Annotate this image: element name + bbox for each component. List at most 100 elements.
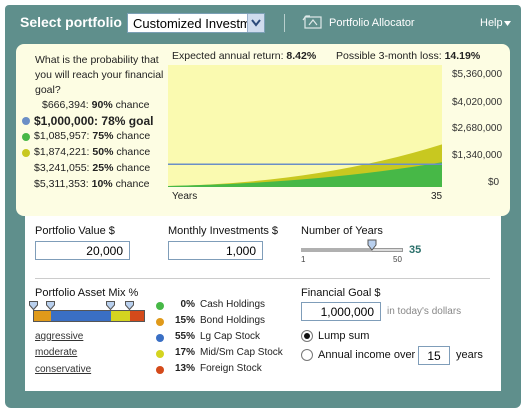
monthly-investments-input[interactable]: 1,000 bbox=[168, 241, 263, 260]
probability-suffix: chance bbox=[116, 162, 151, 174]
portfolio-allocator-link[interactable]: Portfolio Allocator bbox=[329, 17, 415, 29]
x-axis-start-label: Years bbox=[172, 191, 198, 202]
dropdown-button[interactable] bbox=[247, 14, 264, 32]
annual-income-radio[interactable] bbox=[301, 349, 313, 361]
probability-suffix: chance bbox=[115, 178, 150, 190]
expected-return-label: Expected annual return: bbox=[172, 50, 284, 62]
y-tick-label: $5,360,000 bbox=[452, 69, 503, 80]
probability-row: $3,241,055: 25% chance bbox=[22, 162, 172, 176]
asset-mix-segment bbox=[51, 311, 112, 321]
probability-pct: 78% bbox=[101, 114, 126, 128]
years-value: 35 bbox=[409, 244, 422, 256]
possible-loss-label: Possible 3-month loss: bbox=[336, 50, 442, 62]
asset-pct: 15% bbox=[175, 315, 196, 326]
probability-amount: $1,874,221: bbox=[34, 146, 90, 158]
probability-text: $666,394: 90% chance bbox=[42, 99, 149, 111]
asset-pct: 13% bbox=[175, 363, 196, 374]
probability-question: What is the probability that you will re… bbox=[35, 54, 164, 96]
x-axis-end-label: 35 bbox=[431, 191, 443, 202]
page-title: Select portfolio bbox=[20, 14, 122, 30]
chevron-down-icon[interactable] bbox=[504, 21, 511, 26]
asset-color-icon bbox=[156, 366, 164, 374]
probability-amount: $666,394: bbox=[42, 99, 89, 111]
y-tick-label: $2,680,000 bbox=[452, 123, 503, 134]
mix-handle-icon[interactable] bbox=[29, 301, 38, 310]
chart-area bbox=[168, 65, 442, 187]
probability-pct: 90% bbox=[91, 99, 113, 111]
probability-pct: 25% bbox=[92, 162, 114, 174]
years-slider-fill bbox=[301, 248, 372, 252]
probability-text: $1,874,221: 50% chance bbox=[34, 146, 150, 158]
financial-goal-input[interactable]: 1,000,000 bbox=[301, 302, 381, 321]
asset-pct: 17% bbox=[175, 347, 196, 358]
probability-suffix: chance bbox=[116, 146, 151, 158]
series-area bbox=[168, 162, 442, 187]
probability-suffix: chance bbox=[116, 130, 151, 142]
asset-color-icon bbox=[156, 334, 164, 342]
asset-pct: 55% bbox=[175, 331, 196, 342]
years-slider-thumb[interactable] bbox=[367, 239, 377, 251]
probability-amount: $5,311,353: bbox=[34, 178, 89, 190]
allocator-icon[interactable] bbox=[302, 14, 324, 30]
possible-loss: Possible 3-month loss: 14.19% bbox=[336, 50, 480, 62]
mix-handle-icon[interactable] bbox=[46, 301, 55, 310]
probability-pct: 10% bbox=[91, 178, 113, 190]
lump-sum-radio[interactable] bbox=[301, 330, 313, 342]
mix-handle-icon[interactable] bbox=[125, 301, 134, 310]
conservative-link[interactable]: conservative bbox=[35, 364, 92, 375]
top-bar: Select portfolio Customized Investment P… bbox=[5, 5, 521, 38]
series-color-icon bbox=[22, 133, 30, 141]
financial-goal-label: Financial Goal $ bbox=[301, 287, 381, 299]
y-tick-label: $1,340,000 bbox=[452, 150, 503, 161]
annual-income-suffix: years bbox=[456, 349, 483, 361]
probability-row: $1,874,221: 50% chance bbox=[22, 146, 172, 160]
y-tick-label: $0 bbox=[488, 177, 500, 188]
asset-name: Lg Cap Stock bbox=[200, 331, 261, 342]
annual-income-label: Annual income over bbox=[318, 349, 416, 361]
help-button[interactable]: Help bbox=[480, 17, 503, 29]
probability-text: $5,311,353: 10% chance bbox=[34, 178, 149, 190]
y-tick-label: $4,020,000 bbox=[452, 97, 503, 108]
possible-loss-value: 14.19% bbox=[444, 50, 481, 62]
series-color-icon bbox=[22, 117, 30, 125]
moderate-link[interactable]: moderate bbox=[35, 347, 78, 358]
asset-name: Foreign Stock bbox=[200, 363, 262, 374]
probability-row: $5,311,353: 10% chance bbox=[22, 178, 172, 192]
asset-name: Mid/Sm Cap Stock bbox=[200, 347, 283, 358]
asset-color-icon bbox=[156, 350, 164, 358]
lump-sum-label: Lump sum bbox=[318, 330, 370, 342]
annual-income-years-input[interactable]: 15 bbox=[418, 346, 450, 365]
expected-return-value: 8.42% bbox=[286, 50, 317, 62]
asset-name: Bond Holdings bbox=[200, 315, 266, 326]
series-color-icon bbox=[22, 149, 30, 157]
asset-name: Cash Holdings bbox=[200, 299, 266, 310]
section-divider bbox=[35, 278, 490, 279]
probability-pct: 50% bbox=[92, 146, 114, 158]
portfolio-select-value: Customized Investment bbox=[133, 16, 249, 31]
asset-mix-segment bbox=[130, 311, 144, 321]
mix-handle-icon[interactable] bbox=[106, 301, 115, 310]
probability-amount: $1,085,957: bbox=[34, 130, 90, 142]
probability-text: $1,085,957: 75% chance bbox=[34, 130, 150, 142]
asset-mix-segment bbox=[111, 311, 130, 321]
monthly-investments-label: Monthly Investments $ bbox=[168, 225, 279, 237]
aggressive-link[interactable]: aggressive bbox=[35, 331, 84, 342]
probability-amount: $1,000,000: bbox=[34, 114, 99, 128]
portfolio-select[interactable]: Customized Investment bbox=[127, 13, 265, 33]
goal-suffix: in today's dollars bbox=[387, 306, 462, 317]
asset-color-icon bbox=[156, 318, 164, 326]
years-max-label: 50 bbox=[393, 255, 402, 264]
probability-row: $1,085,957: 75% chance bbox=[22, 130, 172, 144]
probability-row: $666,394: 90% chance bbox=[22, 99, 172, 113]
number-of-years-label: Number of Years bbox=[301, 225, 383, 237]
probability-suffix: goal bbox=[128, 114, 154, 128]
expected-return: Expected annual return: 8.42% bbox=[172, 50, 316, 62]
asset-mix-bar[interactable] bbox=[33, 310, 145, 322]
years-min-label: 1 bbox=[301, 255, 306, 264]
portfolio-value-input[interactable]: 20,000 bbox=[35, 241, 130, 260]
probability-text: $3,241,055: 25% chance bbox=[34, 162, 150, 174]
probability-pct: 75% bbox=[92, 130, 114, 142]
divider bbox=[284, 14, 285, 32]
probability-suffix: chance bbox=[115, 99, 150, 111]
